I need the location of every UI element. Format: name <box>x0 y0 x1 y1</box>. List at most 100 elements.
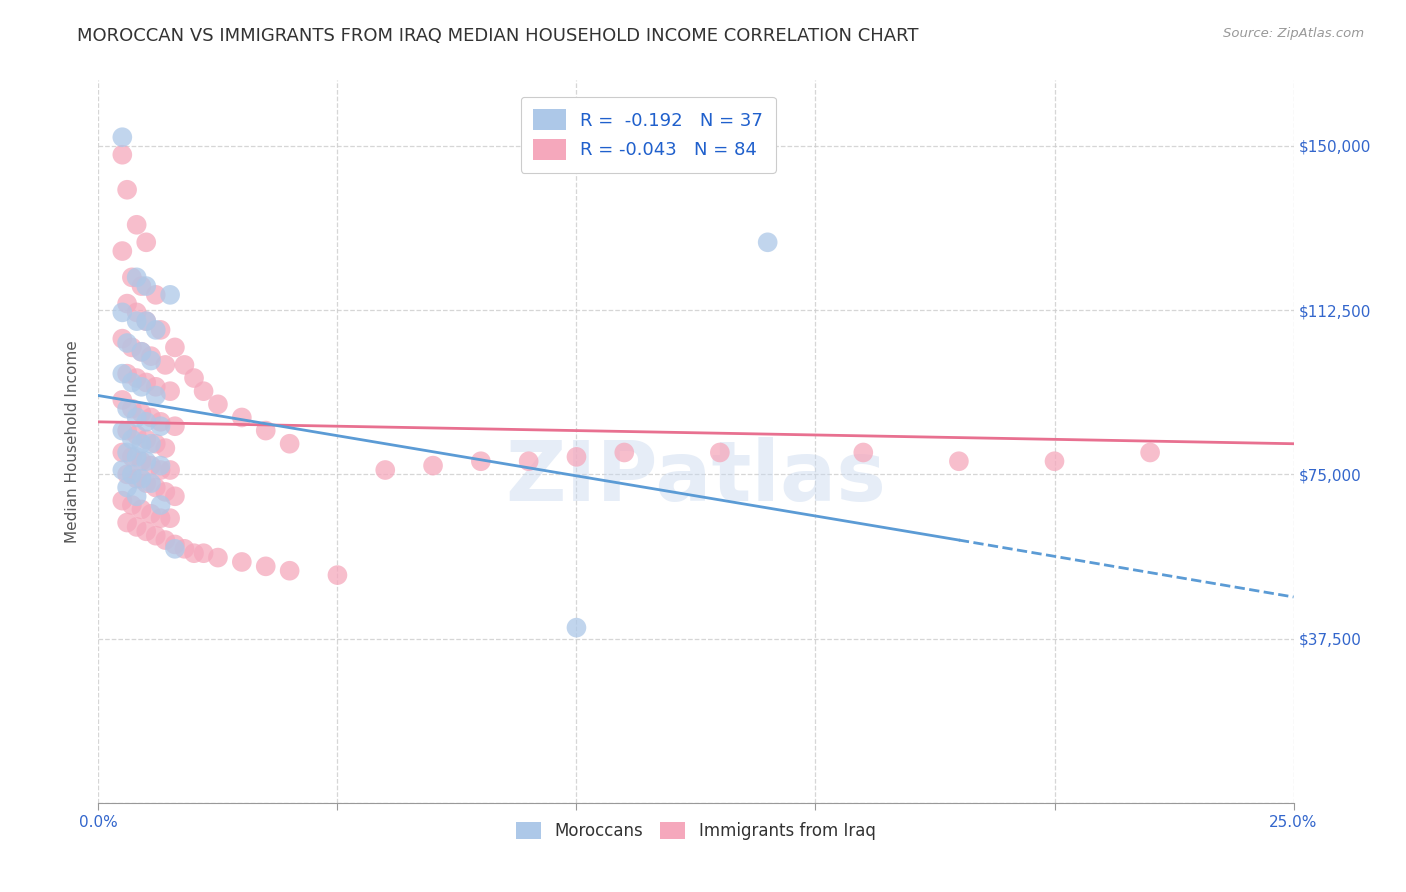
Point <box>155 533 177 547</box>
Point <box>111 130 134 145</box>
Point <box>111 445 134 459</box>
Point <box>125 520 148 534</box>
Point <box>231 410 253 425</box>
Point <box>135 524 157 539</box>
Point <box>125 489 148 503</box>
Point <box>135 476 157 491</box>
Point <box>149 511 172 525</box>
Point <box>159 384 181 399</box>
Point <box>756 235 779 250</box>
Point <box>145 388 167 402</box>
Point <box>145 380 167 394</box>
Point <box>111 147 134 161</box>
Point <box>613 445 636 459</box>
Point <box>135 415 157 429</box>
Point <box>163 419 186 434</box>
Point <box>254 559 277 574</box>
Point <box>131 344 153 359</box>
Point <box>115 481 138 495</box>
Point <box>111 424 134 438</box>
Point <box>149 323 172 337</box>
Point <box>709 445 731 459</box>
Text: MOROCCAN VS IMMIGRANTS FROM IRAQ MEDIAN HOUSEHOLD INCOME CORRELATION CHART: MOROCCAN VS IMMIGRANTS FROM IRAQ MEDIAN … <box>77 27 920 45</box>
Point <box>155 358 177 372</box>
Point <box>131 502 153 516</box>
Point <box>139 507 162 521</box>
Point <box>193 546 215 560</box>
Point <box>139 458 162 473</box>
Point <box>163 537 186 551</box>
Point <box>374 463 396 477</box>
Point <box>159 288 181 302</box>
Point <box>135 376 157 390</box>
Point <box>125 450 148 464</box>
Point <box>111 493 134 508</box>
Point <box>115 367 138 381</box>
Point <box>183 371 205 385</box>
Text: ZIPatlas: ZIPatlas <box>506 437 886 518</box>
Point <box>131 406 153 420</box>
Point <box>145 529 167 543</box>
Point <box>1139 445 1161 459</box>
Point <box>163 541 186 556</box>
Point <box>125 428 148 442</box>
Point <box>125 472 148 486</box>
Point <box>565 450 588 464</box>
Point <box>139 349 162 363</box>
Point <box>852 445 875 459</box>
Point <box>135 314 157 328</box>
Point <box>111 332 134 346</box>
Point <box>231 555 253 569</box>
Point <box>278 436 301 450</box>
Point <box>135 314 157 328</box>
Point <box>121 467 143 482</box>
Point <box>565 621 588 635</box>
Point <box>173 358 195 372</box>
Point <box>1043 454 1066 468</box>
Point <box>193 384 215 399</box>
Point <box>121 498 143 512</box>
Point <box>125 371 148 385</box>
Point <box>121 450 143 464</box>
Point <box>111 392 134 407</box>
Point <box>183 546 205 560</box>
Point <box>125 305 148 319</box>
Point <box>121 433 143 447</box>
Point <box>145 481 167 495</box>
Point <box>139 436 162 450</box>
Point <box>111 463 134 477</box>
Y-axis label: Median Household Income: Median Household Income <box>65 340 80 543</box>
Point <box>135 433 157 447</box>
Point <box>159 463 181 477</box>
Point <box>131 380 153 394</box>
Point <box>207 397 229 411</box>
Point <box>131 436 153 450</box>
Point <box>135 235 157 250</box>
Point <box>115 183 138 197</box>
Point <box>139 353 162 368</box>
Point <box>131 344 153 359</box>
Point <box>145 436 167 450</box>
Point <box>111 367 134 381</box>
Point <box>111 305 134 319</box>
Point <box>125 314 148 328</box>
Point <box>517 454 540 468</box>
Point <box>121 270 143 285</box>
Point <box>145 323 167 337</box>
Point <box>155 441 177 455</box>
Point <box>948 454 970 468</box>
Point <box>115 445 138 459</box>
Point <box>145 288 167 302</box>
Text: Source: ZipAtlas.com: Source: ZipAtlas.com <box>1223 27 1364 40</box>
Point <box>326 568 349 582</box>
Point <box>125 410 148 425</box>
Point <box>121 376 143 390</box>
Point <box>163 340 186 354</box>
Point <box>131 472 153 486</box>
Point <box>163 489 186 503</box>
Point <box>121 401 143 416</box>
Legend: Moroccans, Immigrants from Iraq: Moroccans, Immigrants from Iraq <box>508 814 884 848</box>
Point <box>207 550 229 565</box>
Point <box>278 564 301 578</box>
Point <box>149 498 172 512</box>
